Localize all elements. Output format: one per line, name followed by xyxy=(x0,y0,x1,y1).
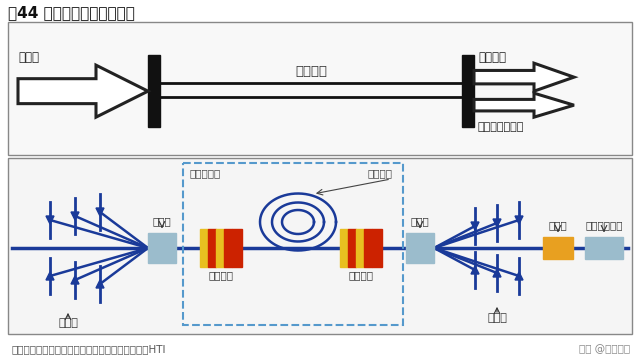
Bar xyxy=(208,229,216,267)
Polygon shape xyxy=(46,216,54,224)
Bar xyxy=(183,163,403,325)
Bar xyxy=(148,233,176,263)
Text: 资料来源：《光纤激光器及其应用》、创鑫激光、HTI: 资料来源：《光纤激光器及其应用》、创鑫激光、HTI xyxy=(12,344,166,354)
Bar xyxy=(364,229,372,267)
Polygon shape xyxy=(18,65,148,117)
Bar xyxy=(340,229,348,267)
Bar xyxy=(585,237,623,259)
Bar xyxy=(148,55,160,127)
Polygon shape xyxy=(493,269,501,277)
Text: 泵浦光: 泵浦光 xyxy=(18,51,39,64)
Text: 掺杂光纤: 掺杂光纤 xyxy=(295,65,327,78)
Bar xyxy=(232,229,242,267)
Text: 未转换的泵浦光: 未转换的泵浦光 xyxy=(478,122,524,132)
Text: 泵浦光: 泵浦光 xyxy=(487,313,507,323)
Text: 激光输出跳线: 激光输出跳线 xyxy=(585,220,623,230)
Polygon shape xyxy=(471,222,479,230)
Bar xyxy=(216,229,224,267)
Text: 调模器: 调模器 xyxy=(548,220,568,230)
Bar xyxy=(406,233,434,263)
Bar xyxy=(348,229,356,267)
Bar xyxy=(8,22,632,155)
Text: 泵浦光: 泵浦光 xyxy=(58,318,78,328)
Text: 合束器: 合束器 xyxy=(411,216,429,226)
Polygon shape xyxy=(46,272,54,280)
Bar xyxy=(224,229,232,267)
Polygon shape xyxy=(515,216,523,224)
Text: 图44 光纤激光器基本原理图: 图44 光纤激光器基本原理图 xyxy=(8,5,135,21)
Polygon shape xyxy=(71,276,79,284)
Bar xyxy=(356,229,364,267)
Bar xyxy=(543,237,573,259)
Text: 高反光栅: 高反光栅 xyxy=(209,270,234,280)
Polygon shape xyxy=(96,280,104,288)
Polygon shape xyxy=(474,93,574,117)
Text: 激光输出: 激光输出 xyxy=(478,51,506,64)
Text: 低反光栅: 低反光栅 xyxy=(349,270,374,280)
Bar xyxy=(8,158,632,334)
Bar xyxy=(462,55,474,127)
Text: 谐振腔结构: 谐振腔结构 xyxy=(189,168,220,178)
Text: 有源光纤: 有源光纤 xyxy=(368,168,393,178)
Polygon shape xyxy=(474,63,574,91)
Text: 合束器: 合束器 xyxy=(152,216,172,226)
Polygon shape xyxy=(96,208,104,216)
Bar xyxy=(372,229,382,267)
Polygon shape xyxy=(515,272,523,280)
Polygon shape xyxy=(471,266,479,274)
Text: 头条 @未来智库: 头条 @未来智库 xyxy=(579,344,630,354)
Bar xyxy=(200,229,208,267)
Polygon shape xyxy=(71,212,79,220)
Polygon shape xyxy=(493,219,501,227)
